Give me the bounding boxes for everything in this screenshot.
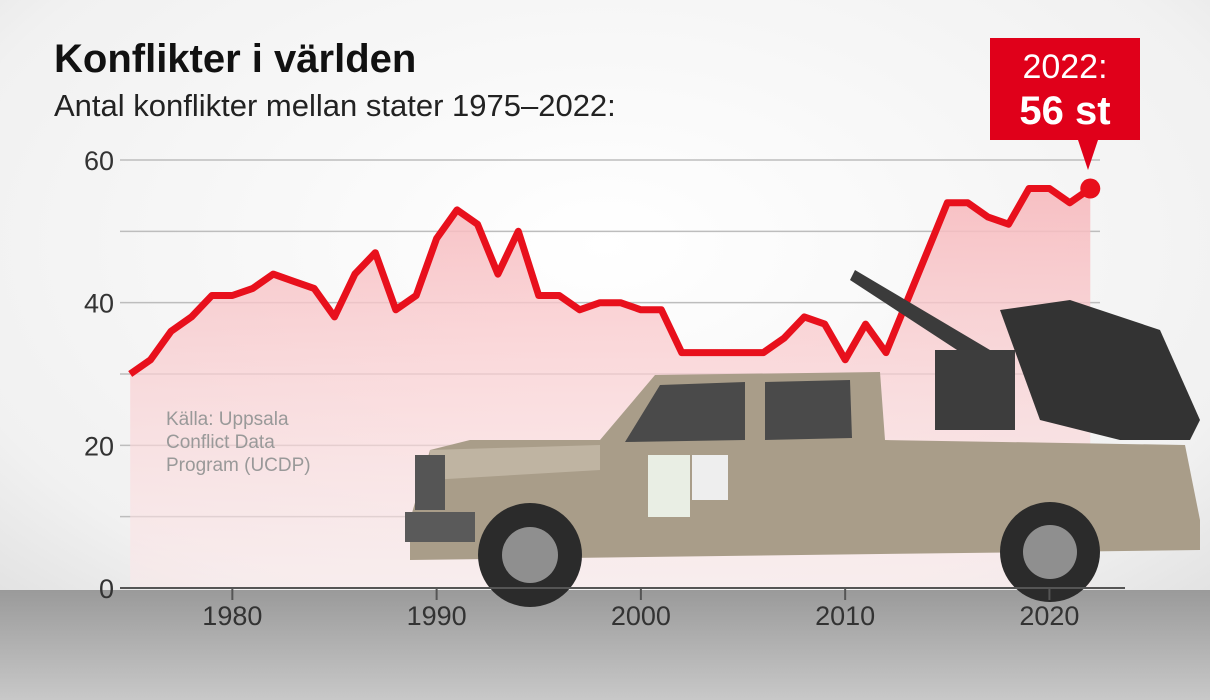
y-tick-label: 60 [84, 146, 114, 176]
annotation-value: 56 st [1019, 89, 1110, 133]
annotation-label: 2022: [1022, 48, 1107, 86]
annotation-box [990, 38, 1140, 170]
chart-subtitle: Antal konflikter mellan stater 1975–2022… [54, 88, 616, 123]
source-line: Conflict Data [166, 432, 275, 453]
y-tick-label: 40 [84, 289, 114, 319]
x-tick-label: 1980 [202, 601, 262, 631]
y-tick-label: 0 [99, 574, 114, 604]
x-tick-label: 2000 [611, 601, 671, 631]
y-tick-label: 20 [84, 431, 114, 461]
source-line: Källa: Uppsala [166, 409, 289, 430]
chart-title: Konflikter i världen [54, 37, 416, 81]
truck-illustration [405, 270, 1200, 607]
x-tick-label: 2010 [815, 601, 875, 631]
source-line: Program (UCDP) [166, 455, 311, 476]
line [128, 185, 1093, 377]
x-tick-label: 2020 [1019, 601, 1079, 631]
floor [0, 590, 1210, 700]
x-tick-label: 1990 [407, 601, 467, 631]
end-marker [1080, 178, 1101, 199]
